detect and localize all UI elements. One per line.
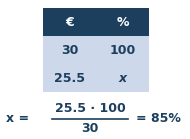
- Bar: [43, 36, 96, 64]
- Text: 100: 100: [109, 44, 136, 56]
- Text: x =: x =: [6, 112, 29, 126]
- Bar: [96, 64, 149, 92]
- Bar: [43, 64, 96, 92]
- Text: €: €: [65, 16, 74, 28]
- Text: 30: 30: [81, 122, 99, 136]
- Text: 25.5: 25.5: [54, 71, 85, 85]
- Text: 25.5 · 100: 25.5 · 100: [55, 102, 125, 116]
- Bar: [43, 8, 96, 36]
- Text: = 85%: = 85%: [136, 112, 181, 126]
- Bar: [96, 36, 149, 64]
- Text: 30: 30: [61, 44, 78, 56]
- Bar: [96, 8, 149, 36]
- Text: %: %: [116, 16, 129, 28]
- Text: x: x: [118, 71, 127, 85]
